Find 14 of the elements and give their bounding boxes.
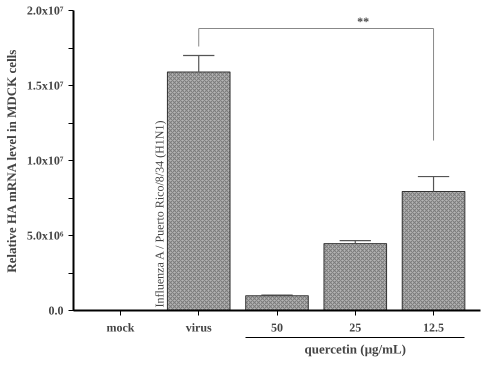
x-tick-label: 25: [349, 320, 362, 334]
x-tick-label: 50: [271, 320, 283, 334]
x-tick-label: mock: [106, 320, 135, 334]
y-tick-label: 5.0x10⁶: [26, 228, 64, 242]
x-axis-title: quercetin (µg/mL): [304, 342, 406, 356]
y-tick-label: 1.5x10⁷: [26, 78, 64, 92]
y-axis-title: Relative HA mRNA level in MDCK cells: [4, 50, 19, 273]
y-tick-label: 1.0x10⁷: [26, 154, 64, 168]
y-tick-label: 0.0: [48, 304, 64, 318]
x-tick-label: 12.5: [423, 320, 444, 334]
y-tick-label: 2.0x10⁷: [26, 4, 64, 18]
x-tick-label: virus: [186, 320, 212, 334]
annotation: **: [357, 14, 370, 28]
annotation: Influenza A / Puerto Rico/8/34 (H1N1): [152, 120, 167, 308]
